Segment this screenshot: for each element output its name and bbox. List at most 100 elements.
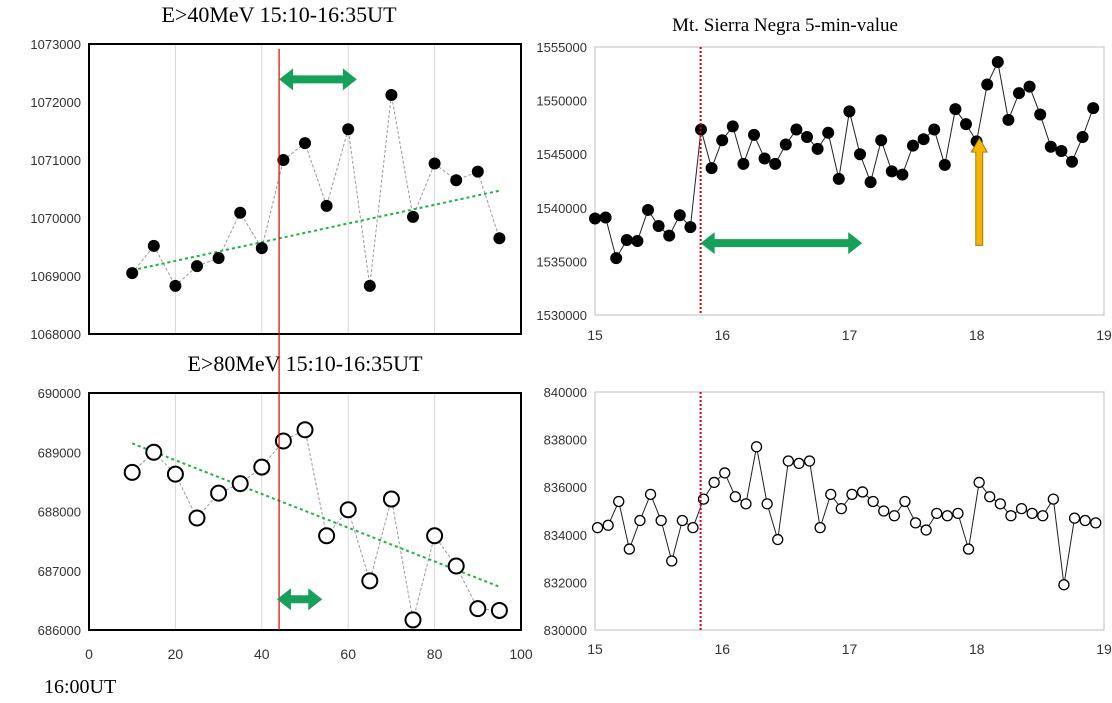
data-point xyxy=(750,441,763,453)
data-point xyxy=(885,165,898,178)
data-point xyxy=(790,123,803,136)
data-point xyxy=(959,118,972,131)
data-point xyxy=(169,279,182,292)
duration-arrow xyxy=(279,68,357,91)
x-tick-label: 60 xyxy=(340,646,356,662)
data-point xyxy=(318,527,336,545)
data-point xyxy=(652,220,665,233)
data-point xyxy=(620,233,633,246)
data-point xyxy=(623,543,635,555)
data-point xyxy=(1076,131,1089,144)
data-point xyxy=(938,158,951,171)
footer-time-label: 16:00UT xyxy=(44,676,117,698)
data-point xyxy=(191,260,203,273)
data-point xyxy=(1058,579,1070,591)
plot-frame xyxy=(88,392,522,631)
data-point xyxy=(991,56,1004,69)
data-point xyxy=(909,517,922,529)
data-point xyxy=(864,176,877,189)
y-tick-label: 836000 xyxy=(544,480,587,495)
data-point xyxy=(1079,514,1091,527)
data-point xyxy=(994,498,1006,510)
data-point xyxy=(634,514,646,527)
data-point xyxy=(835,502,847,515)
data-point xyxy=(779,138,792,151)
data-point xyxy=(212,252,225,265)
data-point xyxy=(363,279,376,292)
y-tick-label: 832000 xyxy=(544,575,587,590)
data-point xyxy=(126,267,139,280)
data-point xyxy=(296,421,314,439)
data-point xyxy=(299,137,311,150)
data-point xyxy=(941,510,953,522)
data-point xyxy=(917,133,930,146)
data-point xyxy=(867,495,879,508)
duration-arrow xyxy=(700,232,863,255)
data-point xyxy=(761,498,773,510)
data-point xyxy=(737,157,750,170)
data-point xyxy=(772,533,784,546)
x-tick-label: 20 xyxy=(168,646,184,662)
data-point xyxy=(234,206,247,219)
y-tick-label: 1072000 xyxy=(30,95,81,110)
data-point xyxy=(694,123,707,136)
y-tick-label: 1070000 xyxy=(30,211,81,226)
y-tick-label: 1535000 xyxy=(536,254,587,269)
chart-panel-sierra-negra: Mt. Sierra Negra 5-min-value 1530000 15350… xyxy=(536,15,1112,343)
data-point xyxy=(1015,502,1028,515)
data-point xyxy=(931,507,943,520)
data-point xyxy=(1005,510,1017,522)
data-point xyxy=(166,465,184,483)
data-point xyxy=(708,476,720,489)
data-point xyxy=(493,232,506,245)
data-point xyxy=(404,611,422,629)
data-point xyxy=(599,211,612,224)
data-point xyxy=(426,527,444,545)
chart-title: Mt. Sierra Negra 5-min-value xyxy=(672,15,898,36)
data-point xyxy=(793,457,805,470)
peak-arrow xyxy=(970,137,988,246)
data-point xyxy=(613,495,625,508)
data-point xyxy=(1023,80,1036,93)
data-point xyxy=(896,168,909,181)
y-tick-label: 688000 xyxy=(38,505,81,520)
data-point xyxy=(1068,512,1081,524)
data-point xyxy=(705,162,718,175)
data-point xyxy=(726,120,739,133)
data-point xyxy=(928,123,941,136)
y-tick-label: 838000 xyxy=(544,433,587,448)
data-point xyxy=(769,157,782,170)
x-tick-label: 17 xyxy=(842,327,858,343)
data-point xyxy=(843,105,856,118)
plot-frame xyxy=(88,43,522,335)
data-point xyxy=(655,514,667,527)
data-point xyxy=(591,522,604,534)
data-point xyxy=(602,519,614,531)
data-point xyxy=(899,495,911,508)
data-point xyxy=(740,498,752,510)
data-point xyxy=(846,488,858,500)
chart-panel-neutron-lower: 830000 832000 834000 836000 838000 840000 15 16… xyxy=(544,385,1112,657)
data-point xyxy=(952,507,964,520)
y-tick-label: 1540000 xyxy=(536,201,587,216)
data-point xyxy=(811,142,824,155)
data-point xyxy=(906,139,919,152)
data-point xyxy=(1090,517,1102,529)
data-point xyxy=(758,152,771,165)
x-tick-label: 80 xyxy=(427,646,443,662)
data-point xyxy=(210,484,228,502)
data-point xyxy=(589,212,601,225)
x-tick-label: 15 xyxy=(587,327,603,343)
y-tick-label: 830000 xyxy=(544,623,587,638)
data-point xyxy=(832,172,845,185)
data-point xyxy=(231,475,249,493)
data-point xyxy=(663,229,676,242)
trend-line xyxy=(131,189,500,272)
data-point xyxy=(428,157,441,170)
duration-arrow xyxy=(276,588,323,611)
data-point xyxy=(255,242,268,255)
x-tick-label: 17 xyxy=(842,641,858,657)
data-point xyxy=(719,467,731,479)
data-point xyxy=(949,103,962,116)
data-point xyxy=(277,154,290,166)
